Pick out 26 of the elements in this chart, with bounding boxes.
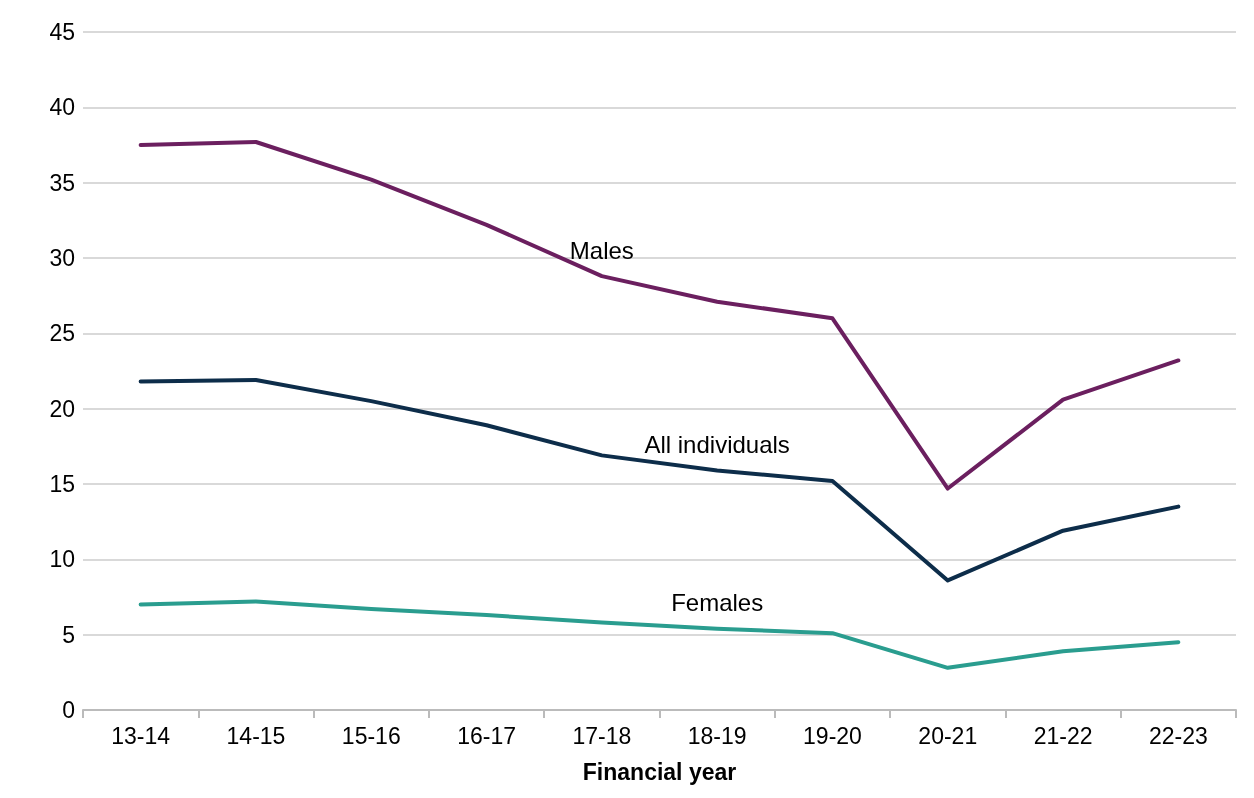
x-tick-label: 17-18	[572, 722, 632, 749]
y-tick-label: 0	[62, 697, 75, 723]
y-tick-label: 45	[49, 19, 75, 45]
series-label: Males	[569, 236, 634, 264]
x-tick-label: 22-23	[1148, 722, 1208, 749]
y-tick-label: 15	[49, 471, 75, 497]
y-tick-label: 20	[49, 395, 75, 422]
x-tick-label: 20-21	[918, 722, 978, 749]
series-label: Females	[671, 589, 764, 617]
x-tick-label: 21-22	[1033, 722, 1093, 749]
x-tick-label: 13-14	[111, 722, 171, 749]
x-tick-label: 14-15	[226, 722, 286, 749]
x-tick-label: 18-19	[687, 722, 747, 749]
x-axis-title: Financial year	[582, 758, 737, 785]
x-tick-label: 19-20	[803, 722, 862, 749]
series-label: All individuals	[644, 430, 790, 458]
y-tick-label: 10	[49, 546, 75, 573]
x-tick-label: 16-17	[457, 722, 516, 749]
y-tick-label: 30	[49, 245, 75, 271]
line-series	[138, 378, 1181, 583]
y-tick-label: 40	[49, 94, 75, 121]
y-tick-label: 5	[62, 621, 75, 648]
line-series	[138, 139, 1181, 491]
x-tick-label: 15-16	[341, 722, 401, 749]
y-tick-label: 35	[49, 169, 75, 196]
y-tick-label: 25	[49, 320, 75, 347]
